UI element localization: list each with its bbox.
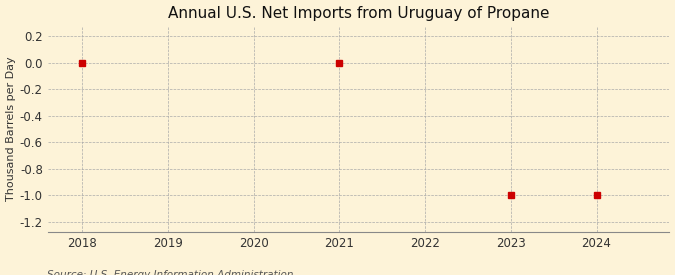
Y-axis label: Thousand Barrels per Day: Thousand Barrels per Day [5,57,16,201]
Text: Source: U.S. Energy Information Administration: Source: U.S. Energy Information Administ… [47,271,294,275]
Title: Annual U.S. Net Imports from Uruguay of Propane: Annual U.S. Net Imports from Uruguay of … [168,6,549,21]
